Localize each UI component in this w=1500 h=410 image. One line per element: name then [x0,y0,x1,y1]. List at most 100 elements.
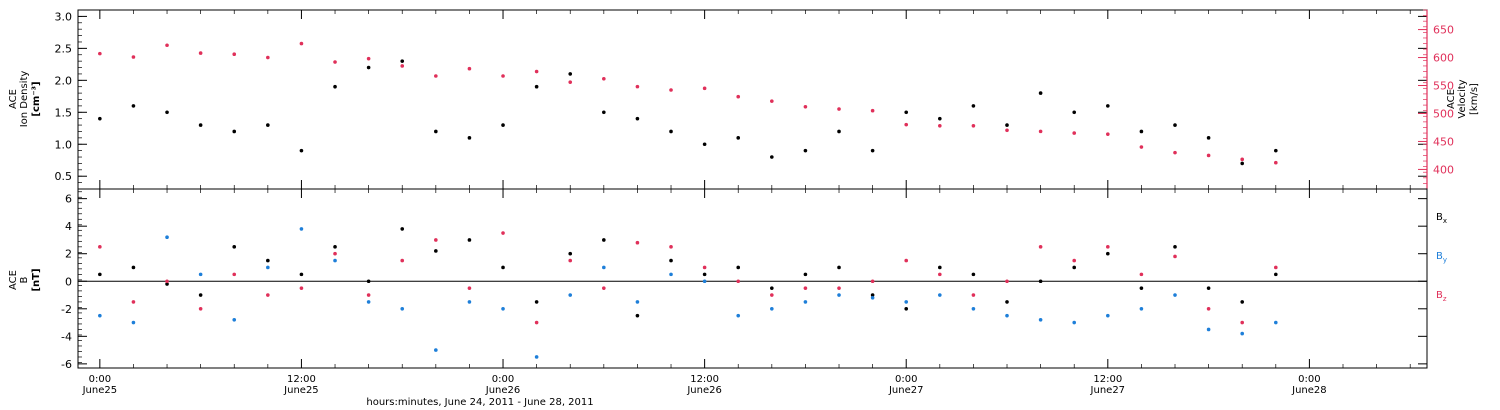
ion-density-point [669,129,673,134]
by-point [1274,320,1278,325]
bx-point [904,306,909,311]
velocity-point [1206,153,1211,158]
velocity-point [400,64,405,68]
by-point [702,279,707,284]
velocity-point [198,51,203,55]
bz-point [434,238,438,242]
velocity-point [501,74,505,78]
ion-density-point [736,136,741,140]
density-axis-label-line1: ACE [8,89,19,109]
velocity-point [770,99,774,103]
field-tick-label: 2 [65,248,72,261]
by-point [534,355,539,359]
bz-point [467,286,472,290]
time-axis: 0:00June2512:00June250:00June2612:00June… [82,10,1411,396]
ion-density-point [1106,104,1110,108]
bz-point [602,286,606,290]
bx-point [669,258,673,263]
by-point [971,306,976,311]
bz-point [837,286,841,290]
bz-point [736,279,741,284]
ion-density-point [98,116,102,121]
velocity-axis-ticks: 400 450 500 550 600 650 [1418,9,1454,190]
by-point [837,293,841,297]
velocity-point [467,66,472,71]
velocity-point [971,123,976,128]
bottom-panel-frame [77,188,1428,369]
bz-point [534,320,539,325]
velocity-point [602,77,606,81]
by-point [736,313,741,318]
velocity-axis-label-line1: ACE [1446,89,1457,109]
ion-density-point [938,116,942,121]
time-tick-label: 12:00 [690,374,719,385]
bx-point [400,227,405,231]
velocity-point [98,51,102,56]
ion-density-point [366,65,371,70]
density-axis-label-line3: [cm⁻³] [31,81,42,116]
bz-point [635,240,640,245]
date-tick-label: June26 [485,385,521,396]
velocity-point [702,86,707,91]
bz-point [1173,254,1177,259]
bz-point [971,293,976,297]
by-point [770,306,774,311]
velocity-tick-label: 400 [1433,163,1454,176]
velocity-point [266,55,270,60]
bz-point [1206,306,1211,311]
bz-point [1106,245,1110,249]
ion-density-point [1139,129,1144,134]
velocity-point [904,122,909,127]
bx-point [434,249,438,253]
bz-point [1240,320,1245,325]
velocity-point [299,41,304,46]
velocity-point [1072,131,1077,135]
bz-point [131,300,136,304]
bx-point [870,293,875,297]
velocity-tick-label: 500 [1433,107,1454,120]
ion-density-point [501,123,505,127]
bottom-panel-points [98,227,1278,359]
date-tick-label: June25 [283,385,319,396]
velocity-point [366,56,371,61]
ion-density-point [232,129,237,134]
ion-density-point [1072,110,1077,115]
ion-density-point [702,142,707,147]
bx-point [736,265,741,270]
bx-point [131,265,136,270]
by-point [434,348,438,352]
velocity-point [232,52,237,56]
time-tick-label: 0:00 [492,374,514,385]
bx-point [1240,300,1245,304]
by-point [938,293,942,297]
velocity-point [534,69,539,74]
velocity-point [1139,145,1144,149]
velocity-point [803,104,808,109]
bx-point [366,279,371,284]
velocity-point [1005,128,1009,133]
field-axis-label-line1: ACE [8,270,19,290]
ion-density-point [1038,91,1043,95]
ion-density-point [434,129,438,134]
bx-point [1173,245,1177,249]
by-point [299,227,304,231]
ion-density-point [770,155,774,159]
bz-point [266,293,270,297]
velocity-point [736,94,741,99]
bx-point [266,258,270,263]
date-tick-label: June27 [888,385,924,396]
bz-point [568,258,573,263]
bz-point [870,279,875,284]
by-point [266,265,270,270]
field-tick-label: -6 [61,358,72,371]
bx-point [299,272,304,277]
velocity-point [434,74,438,78]
bz-point [770,293,774,297]
legend-entry-bx: Bx [1436,212,1447,225]
date-tick-label: June28 [1291,385,1327,396]
bx-point [770,286,774,290]
ion-density-point [635,116,640,121]
velocity-point [635,84,640,89]
ion-density-point [602,110,606,115]
time-tick-label: 12:00 [1093,374,1122,385]
